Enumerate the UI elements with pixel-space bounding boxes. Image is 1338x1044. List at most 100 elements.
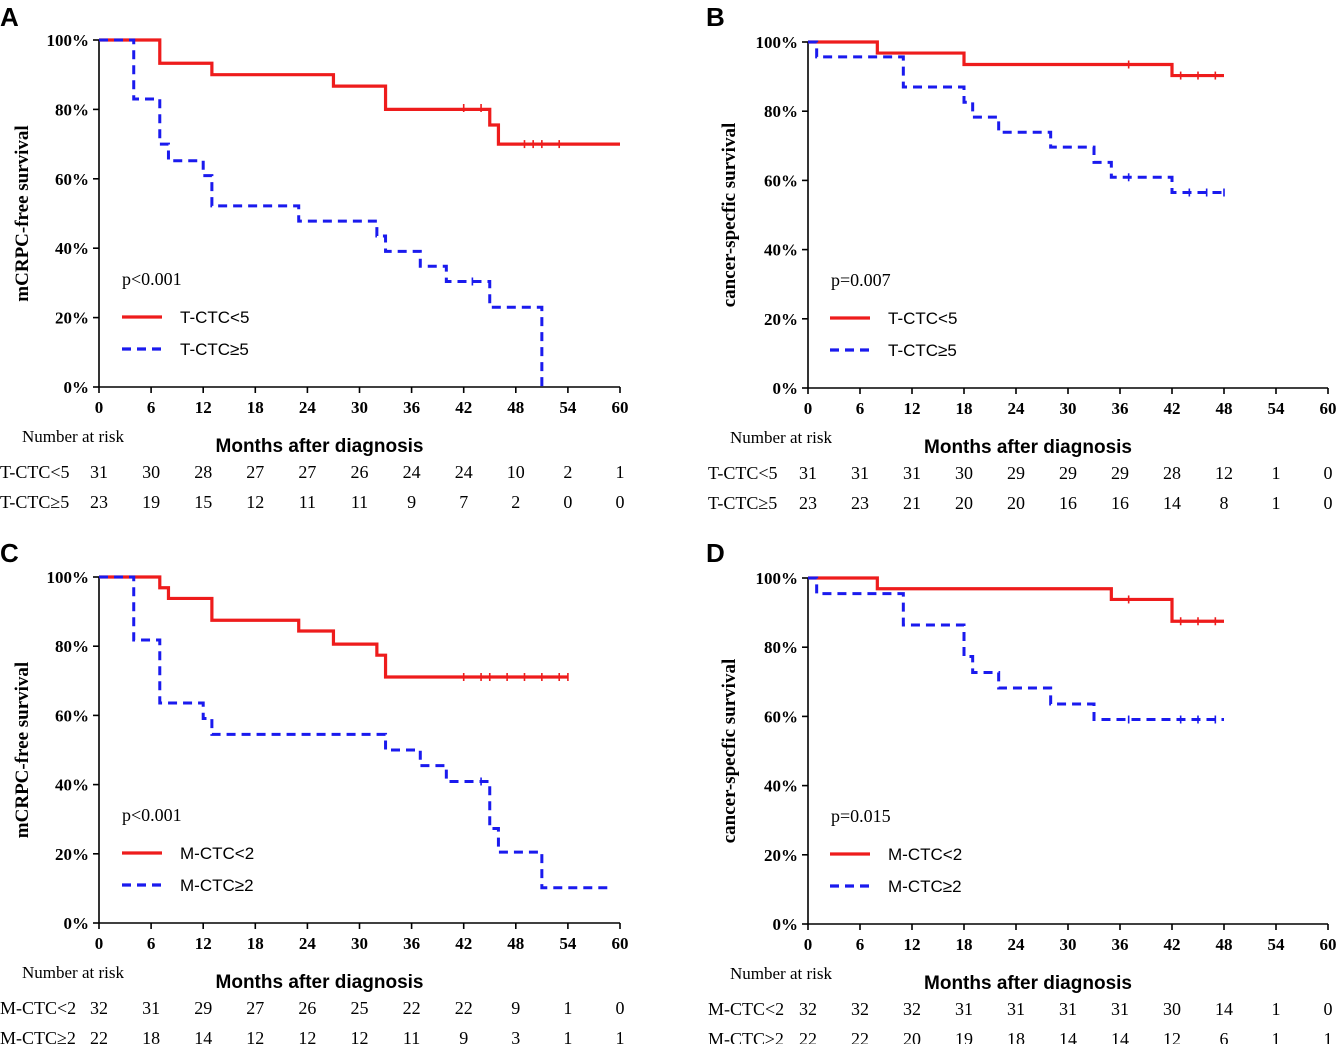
risk-count: 12 bbox=[298, 1028, 316, 1044]
risk-count: 1 bbox=[1272, 1029, 1281, 1044]
risk-count: 20 bbox=[903, 1029, 921, 1044]
y-tick-label: 40% bbox=[764, 777, 798, 796]
x-tick-label: 60 bbox=[1320, 399, 1337, 418]
risk-count: 22 bbox=[403, 998, 421, 1018]
risk-count: 11 bbox=[351, 492, 368, 512]
y-tick-label: 60% bbox=[55, 170, 89, 189]
risk-count: 23 bbox=[799, 493, 817, 513]
x-tick-label: 60 bbox=[612, 934, 629, 953]
risk-count: 22 bbox=[90, 1028, 108, 1044]
risk-count: 32 bbox=[851, 999, 869, 1019]
risk-count: 23 bbox=[851, 493, 869, 513]
risk-count: 0 bbox=[616, 998, 625, 1018]
km-curve-high bbox=[99, 38, 544, 387]
y-tick-label: 80% bbox=[764, 102, 798, 121]
risk-count: 23 bbox=[90, 492, 108, 512]
risk-count: 14 bbox=[194, 1028, 212, 1044]
panel-a: A0%20%40%60%80%100%0 6 12 18 24 30 36 42 48 54 60m… bbox=[0, 2, 629, 512]
risk-row-label: T-CTC≥5 bbox=[708, 493, 777, 513]
risk-count: 31 bbox=[903, 463, 921, 483]
x-tick-label: 12 bbox=[195, 398, 212, 417]
risk-count: 0 bbox=[563, 492, 572, 512]
x-tick-label: 18 bbox=[247, 398, 264, 417]
risk-count: 29 bbox=[1059, 463, 1077, 483]
risk-count: 31 bbox=[142, 998, 160, 1018]
risk-count: 1 bbox=[1272, 999, 1281, 1019]
panel-d: D0%20%40%60%80%100%0 6 12 18 24 30 36 42 48 54 60c… bbox=[706, 538, 1337, 1044]
p-value: p<0.001 bbox=[122, 805, 182, 825]
risk-count: 30 bbox=[142, 462, 160, 482]
legend-label-low: T-CTC<5 bbox=[180, 308, 249, 327]
risk-table-title: Number at risk bbox=[730, 964, 832, 983]
y-tick-label: 100% bbox=[756, 33, 799, 52]
x-tick-label: 60 bbox=[1320, 935, 1337, 954]
risk-count: 14 bbox=[1215, 999, 1233, 1019]
risk-count: 14 bbox=[1059, 1029, 1077, 1044]
x-tick-label: 36 bbox=[403, 934, 420, 953]
y-tick-label: 60% bbox=[764, 171, 798, 190]
legend-label-low: M-CTC<2 bbox=[180, 844, 254, 863]
x-axis-label: Months after diagnosis bbox=[924, 973, 1132, 994]
risk-count: 1 bbox=[1272, 493, 1281, 513]
risk-count: 14 bbox=[1111, 1029, 1129, 1044]
panel-letter: C bbox=[0, 538, 19, 568]
risk-count: 26 bbox=[298, 998, 316, 1018]
x-tick-label: 42 bbox=[455, 398, 472, 417]
risk-count: 28 bbox=[1163, 463, 1181, 483]
risk-count: 21 bbox=[903, 493, 921, 513]
x-tick-label: 42 bbox=[1164, 935, 1181, 954]
y-tick-label: 100% bbox=[47, 31, 90, 50]
risk-count: 31 bbox=[1059, 999, 1077, 1019]
risk-table-title: Number at risk bbox=[22, 427, 124, 446]
risk-count: 18 bbox=[142, 1028, 160, 1044]
x-tick-label: 54 bbox=[559, 398, 577, 417]
legend-label-low: T-CTC<5 bbox=[888, 309, 957, 328]
risk-table-title: Number at risk bbox=[22, 963, 124, 982]
panel-c: C0%20%40%60%80%100%0 6 12 18 24 30 36 42 48 54 60m… bbox=[0, 538, 629, 1044]
risk-count: 31 bbox=[90, 462, 108, 482]
x-tick-label: 30 bbox=[351, 398, 368, 417]
x-tick-label: 60 bbox=[612, 398, 629, 417]
x-tick-label: 42 bbox=[1164, 399, 1181, 418]
risk-count: 0 bbox=[616, 492, 625, 512]
legend-label-high: M-CTC≥2 bbox=[180, 876, 254, 895]
risk-row-label: T-CTC<5 bbox=[0, 462, 70, 482]
panel-letter: A bbox=[0, 2, 19, 32]
y-tick-label: 0% bbox=[773, 915, 799, 934]
legend-label-low: M-CTC<2 bbox=[888, 845, 962, 864]
y-tick-label: 40% bbox=[764, 241, 798, 260]
km-curve-high bbox=[808, 576, 1224, 722]
x-tick-label: 18 bbox=[956, 399, 973, 418]
risk-count: 1 bbox=[1272, 463, 1281, 483]
panel-letter: B bbox=[706, 2, 725, 32]
x-tick-label: 48 bbox=[507, 398, 524, 417]
risk-count: 0 bbox=[1324, 999, 1333, 1019]
km-curve-low bbox=[99, 38, 620, 146]
x-tick-label: 30 bbox=[1060, 935, 1077, 954]
p-value: p=0.015 bbox=[831, 806, 891, 826]
y-tick-label: 80% bbox=[55, 100, 89, 119]
risk-row-label: T-CTC≥5 bbox=[0, 492, 69, 512]
risk-count: 32 bbox=[799, 999, 817, 1019]
risk-count: 22 bbox=[455, 998, 473, 1018]
y-axis-label: cancer-specfic survival bbox=[719, 123, 740, 308]
risk-count: 1 bbox=[616, 462, 625, 482]
risk-count: 19 bbox=[955, 1029, 973, 1044]
x-tick-label: 36 bbox=[403, 398, 420, 417]
x-tick-label: 30 bbox=[351, 934, 368, 953]
risk-count: 3 bbox=[511, 1028, 520, 1044]
y-tick-label: 80% bbox=[55, 637, 89, 656]
risk-count: 22 bbox=[851, 1029, 869, 1044]
risk-count: 27 bbox=[246, 998, 264, 1018]
risk-count: 28 bbox=[194, 462, 212, 482]
x-tick-label: 48 bbox=[507, 934, 524, 953]
x-axis-label: Months after diagnosis bbox=[216, 972, 424, 993]
x-tick-label: 12 bbox=[904, 399, 921, 418]
risk-row-label: M-CTC<2 bbox=[708, 999, 784, 1019]
x-tick-label: 12 bbox=[904, 935, 921, 954]
risk-count: 2 bbox=[563, 462, 572, 482]
risk-count: 16 bbox=[1059, 493, 1077, 513]
y-tick-label: 100% bbox=[756, 569, 799, 588]
km-curve-low bbox=[99, 575, 568, 679]
risk-count: 24 bbox=[455, 462, 473, 482]
